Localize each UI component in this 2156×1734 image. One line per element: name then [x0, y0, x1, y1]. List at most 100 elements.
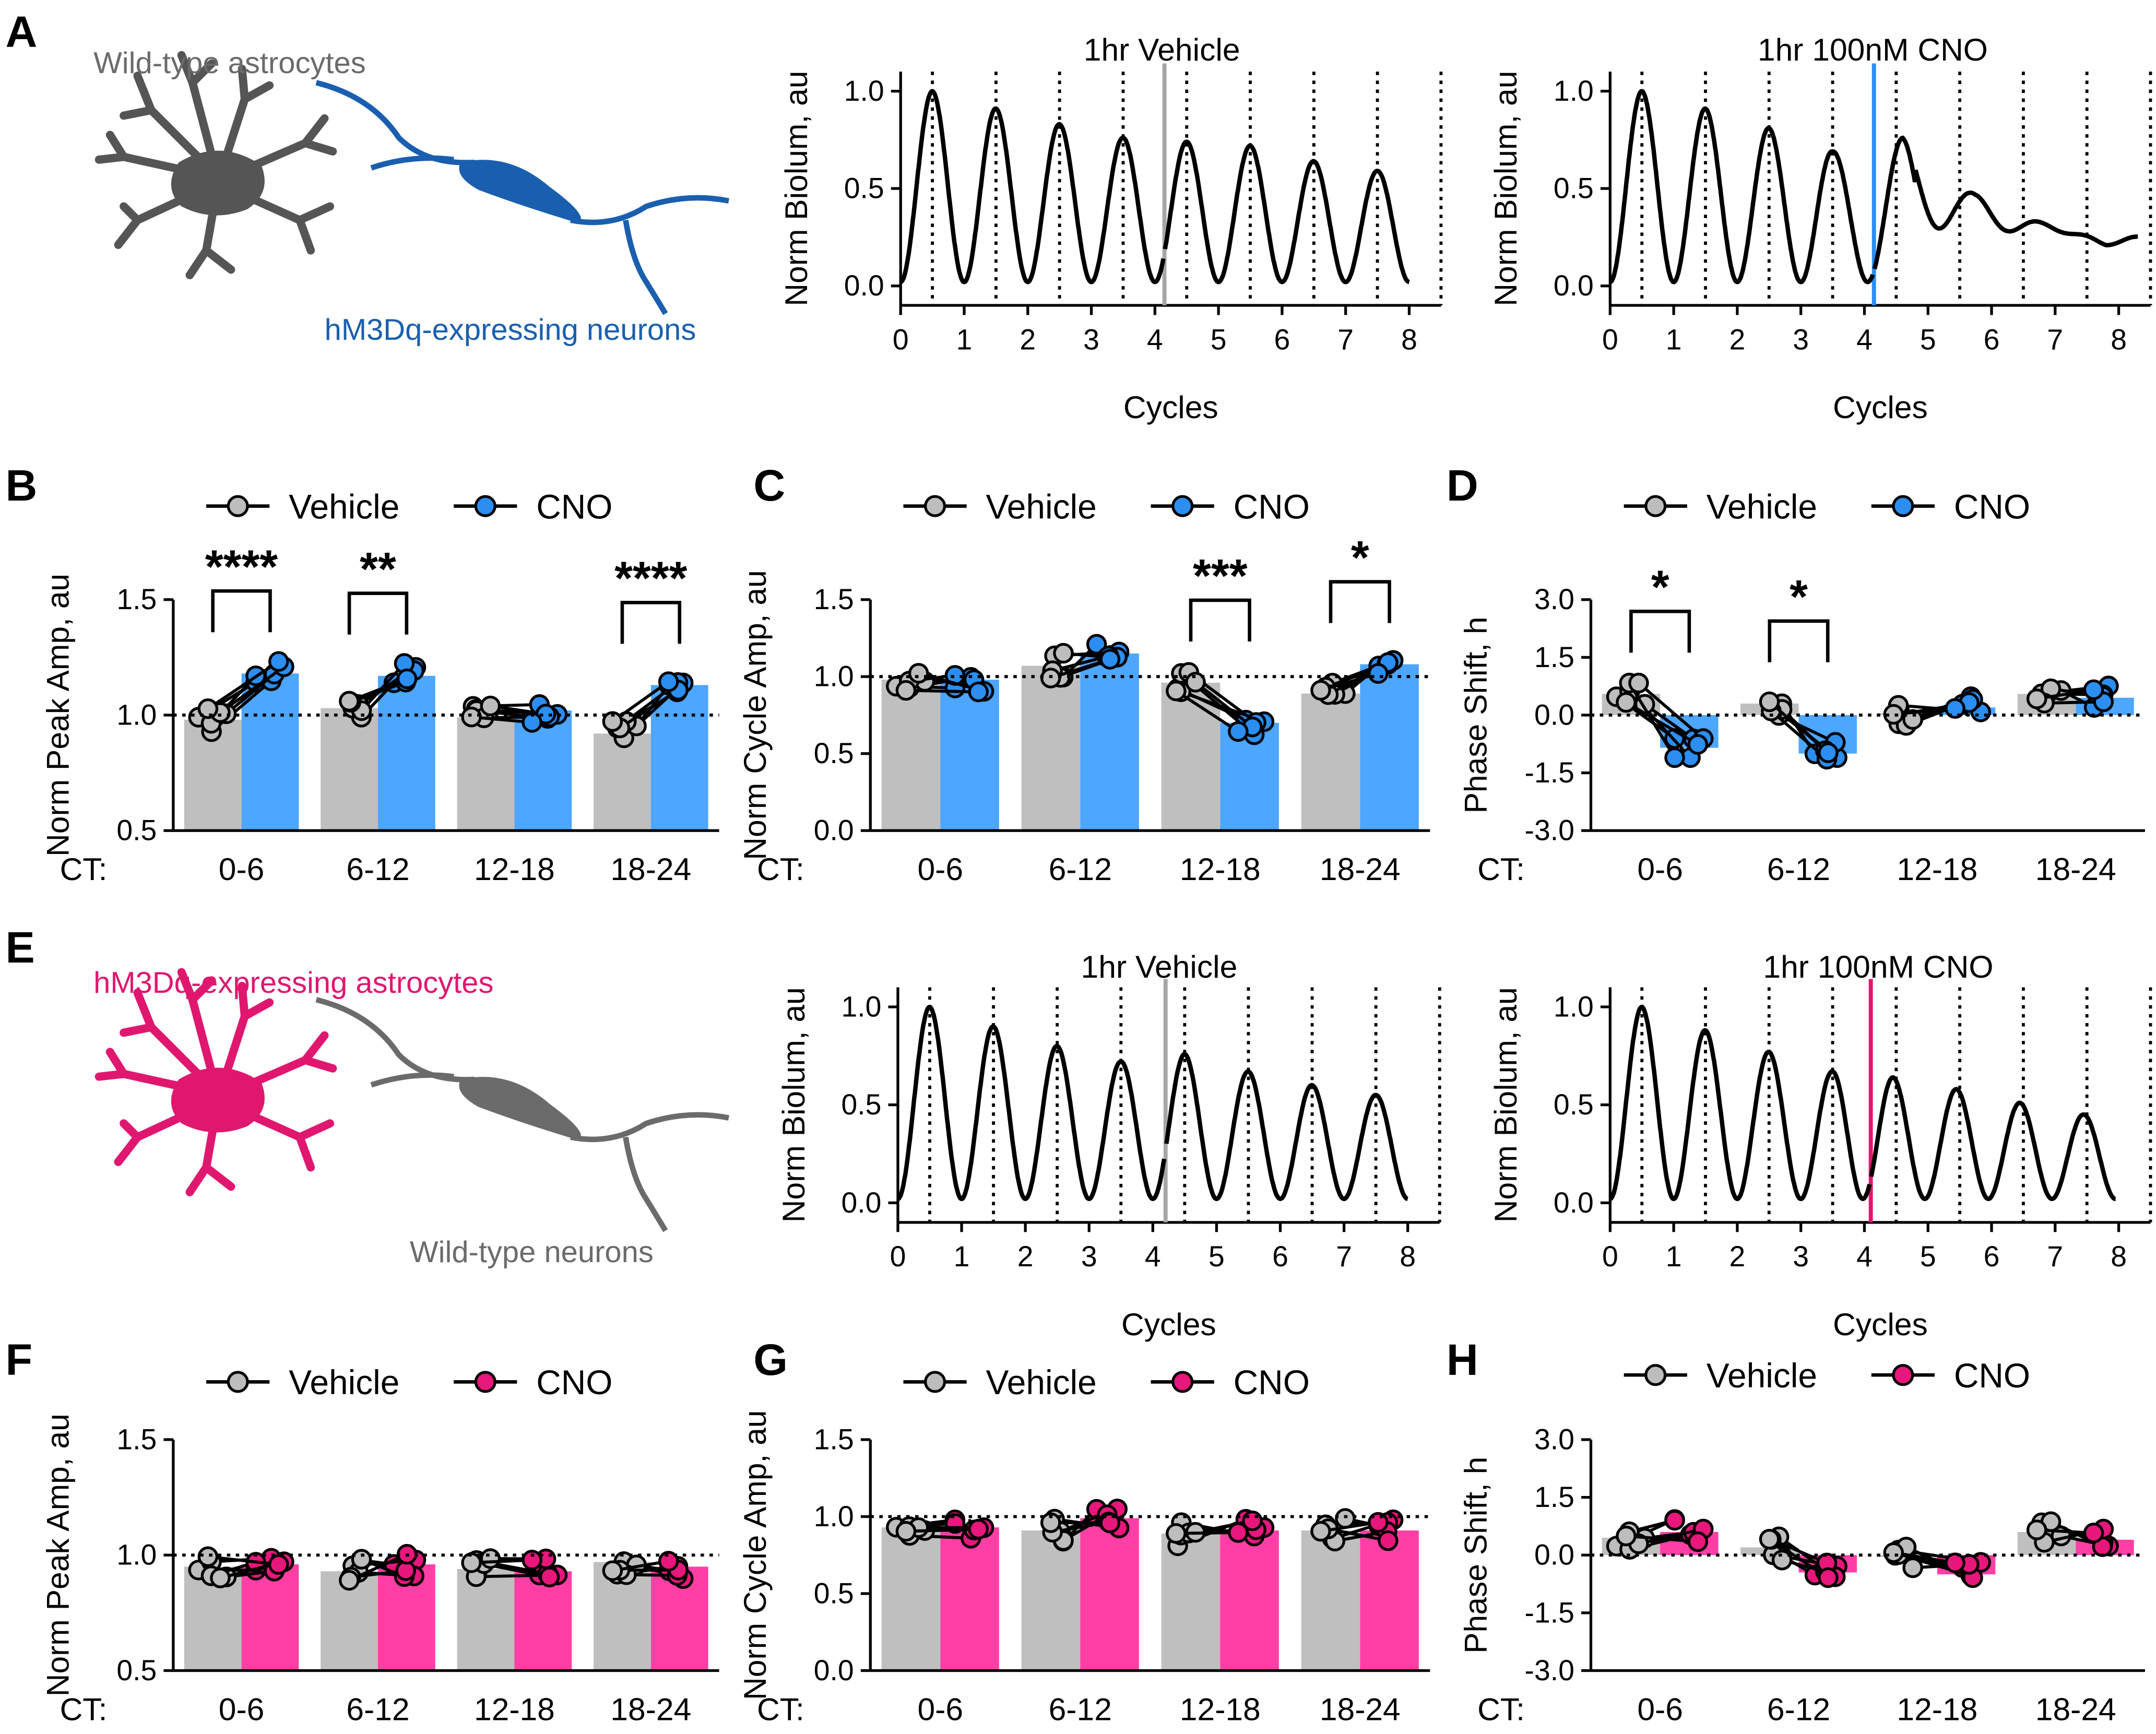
biolum-trace — [897, 1004, 1408, 1202]
chart-title: 1hr Vehicle — [1084, 32, 1240, 67]
y-tick-label: 1.5 — [116, 583, 157, 615]
x-tick-label: 1 — [954, 1240, 970, 1273]
x-tick-label: 7 — [2047, 1240, 2063, 1273]
significance-stars: * — [1790, 571, 1808, 623]
vehicle-point — [197, 1546, 219, 1567]
x-tick-label: 0 — [893, 323, 909, 355]
chart-c: 0-6 6-12 12-18 *** 18-24 * 0.0 0.5 1.0 1.5 Norm Cy… — [737, 487, 1430, 887]
y-tick-label: 0.5 — [814, 1577, 854, 1609]
x-tick-label: 0 — [1602, 323, 1618, 355]
y-tick-label: 1.0 — [841, 990, 881, 1023]
chart-e-cno: 0 1 2 3 4 5 6 7 8 0.0 0.5 1.0 Cycles Norm Biolum, au 1… — [1488, 949, 2152, 1342]
x-category-label: 0-6 — [917, 1691, 963, 1727]
chart-f: 0-6 6-12 12-18 18-24 0.5 1.0 1.5 Norm Peak Amp,… — [40, 1363, 719, 1727]
cno-point — [1228, 721, 1249, 742]
legend-cno-label: CNO — [1954, 487, 2030, 526]
vehicle-point — [1628, 672, 1649, 694]
cno-point — [1818, 742, 1839, 763]
x-tick-label: 3 — [1793, 1240, 1809, 1273]
pair-line — [1176, 1531, 1238, 1535]
y-tick-label: 1.0 — [116, 1539, 157, 1571]
vehicle-point — [1616, 692, 1637, 713]
x-category-label: 12-18 — [1897, 851, 1977, 887]
panel-letter-b: B — [6, 461, 38, 510]
biolum-trace — [899, 89, 1410, 284]
x-axis-label: Cycles — [1833, 1307, 1928, 1342]
y-tick-label: 1.0 — [814, 1500, 854, 1533]
y-tick-label: 1.0 — [116, 698, 157, 731]
cno-bar — [940, 680, 999, 831]
vehicle-point — [210, 1567, 231, 1588]
cno-point — [1945, 698, 1965, 719]
pair-line — [1625, 701, 1699, 746]
vehicle-point — [1616, 1525, 1637, 1547]
significance-stars: ** — [360, 543, 396, 595]
cno-point — [2083, 1523, 2104, 1543]
y-axis-label: Phase Shift, h — [1458, 1457, 1493, 1654]
x-category-label: 18-24 — [1320, 851, 1401, 887]
vehicle-point — [602, 1560, 623, 1581]
x-tick-label: 5 — [1920, 323, 1936, 355]
vehicle-bar — [457, 1569, 515, 1671]
legend-vehicle-marker — [1644, 1364, 1667, 1386]
ct-label: CT: — [1477, 1691, 1525, 1727]
panel-letter-h: H — [1447, 1335, 1478, 1384]
y-tick-label: 0.0 — [1534, 1539, 1574, 1571]
schematic-e: hM3Dq-expressing astrocytes Wild-type ne… — [93, 966, 730, 1269]
vehicle-bar — [1161, 1533, 1221, 1671]
x-tick-label: 0 — [890, 1240, 906, 1273]
vehicle-bar — [1161, 683, 1221, 831]
cno-point — [658, 671, 679, 692]
significance-bracket — [620, 601, 682, 644]
y-axis-label: Norm Peak Amp, au — [40, 574, 76, 857]
cno-bar — [940, 1527, 999, 1671]
x-tick-label: 2 — [1729, 323, 1746, 355]
panel-letter-c: C — [753, 461, 785, 510]
cno-bar — [378, 675, 435, 831]
x-category-label: 18-24 — [1320, 1691, 1401, 1727]
legend-vehicle-label: Vehicle — [986, 487, 1097, 526]
chart-title: 1hr Vehicle — [1081, 949, 1238, 984]
significance-stars: *** — [1193, 550, 1248, 602]
pair-line — [906, 688, 979, 694]
chart-title: 1hr 100nM CNO — [1763, 949, 1993, 984]
wild-type-neuron-icon — [315, 997, 730, 1232]
x-category-label: 18-24 — [610, 851, 691, 887]
x-tick-label: 4 — [1856, 323, 1873, 355]
x-tick-label: 3 — [1793, 323, 1809, 355]
y-axis-label: Norm Biolum, au — [1488, 987, 1523, 1222]
y-axis-label: Norm Biolum, au — [776, 987, 811, 1222]
vehicle-point — [1902, 709, 1923, 730]
legend-cno-label: CNO — [1234, 1363, 1310, 1402]
legend-vehicle-marker — [924, 495, 946, 517]
neuron-label-a: hM3Dq-expressing neurons — [325, 313, 696, 347]
y-axis-label: Norm Peak Amp, au — [40, 1414, 76, 1696]
cno-bar — [1080, 1518, 1139, 1671]
chart-d: 0-6 * 6-12 * 12-18 18-24 -3.0 -1.5 0.0 1.5 3.0 Phas… — [1458, 487, 2145, 887]
x-tick-label: 8 — [1401, 323, 1417, 355]
pair-line — [348, 677, 408, 703]
x-tick-label: 1 — [1666, 323, 1682, 355]
x-tick-label: 4 — [1145, 1240, 1161, 1273]
y-tick-label: 1.0 — [844, 75, 884, 107]
pair-line — [219, 666, 285, 714]
x-tick-label: 7 — [2047, 323, 2063, 355]
astrocyte-soma-e — [171, 1067, 265, 1133]
legend-vehicle-marker — [924, 1371, 946, 1393]
vehicle-bar — [1301, 1530, 1360, 1671]
x-tick-label: 5 — [1920, 1240, 1936, 1273]
x-tick-label: 8 — [1400, 1240, 1416, 1273]
y-tick-label: 0.0 — [844, 269, 884, 302]
astro-label-a: Wild-type astrocytes — [93, 46, 366, 80]
vehicle-point — [197, 698, 219, 719]
x-tick-label: 8 — [2111, 323, 2127, 355]
vehicle-point — [895, 680, 917, 701]
legend-cno-marker — [474, 495, 496, 517]
x-category-label: 12-18 — [474, 1691, 555, 1727]
y-tick-label: 0.5 — [1554, 172, 1594, 205]
x-category-label: 12-18 — [1180, 1691, 1261, 1727]
x-tick-label: 6 — [1272, 1240, 1288, 1273]
x-category-label: 0-6 — [219, 1691, 265, 1727]
x-axis-label: Cycles — [1833, 389, 1928, 425]
